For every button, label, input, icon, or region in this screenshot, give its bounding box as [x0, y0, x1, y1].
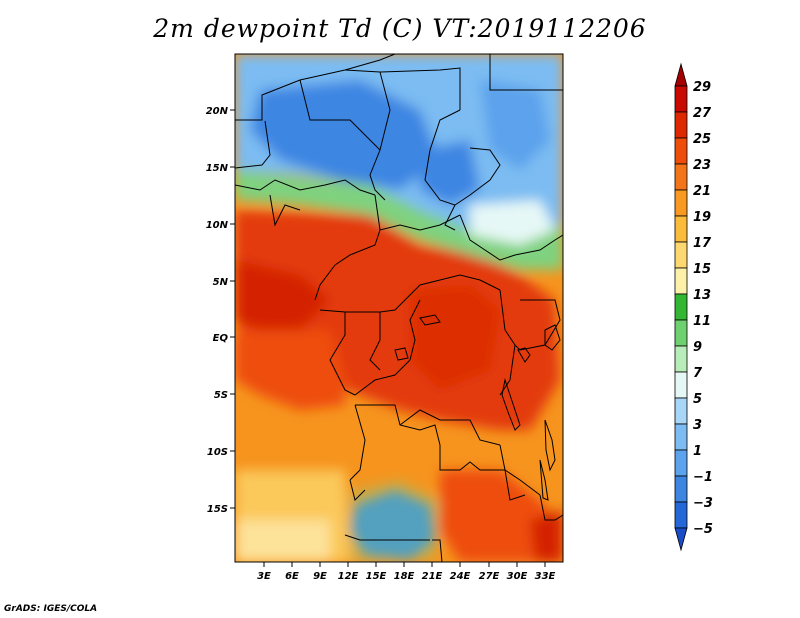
colorbar-swatch: [674, 449, 688, 477]
colorbar-label: 11: [693, 314, 711, 329]
colorbar-swatch: [674, 475, 688, 503]
colorbar-swatch: [674, 215, 688, 243]
lat-label: EQ: [213, 333, 229, 344]
colorbar: 29 27 25 23 21 19 17 15 13 11 9 7 5 3 1 −1 −3 −5: [674, 62, 713, 552]
map-frame: [234, 53, 564, 563]
lat-label: 20N: [206, 106, 229, 117]
colorbar-label: −5: [693, 522, 713, 537]
colorbar-label: 13: [693, 288, 711, 303]
colorbar-label: 7: [693, 366, 703, 381]
lon-label: 27E: [479, 571, 500, 582]
lon-label: 6E: [285, 571, 299, 582]
lat-label: 15S: [207, 504, 228, 515]
colorbar-swatch: [674, 111, 688, 139]
lon-label: 33E: [535, 571, 556, 582]
lat-label: 5S: [214, 390, 228, 401]
map-title: 2m dewpoint Td (C) VT:2019112206: [153, 14, 647, 43]
colorbar-swatch: [674, 293, 688, 321]
footer-credit: GrADS: IGES/COLA: [4, 604, 98, 614]
colorbar-swatch: [674, 423, 688, 451]
country-borders: [235, 54, 563, 562]
colorbar-swatch: [674, 319, 688, 347]
lon-label: 3E: [257, 571, 271, 582]
lon-label: 15E: [366, 571, 387, 582]
dewpoint-field: [235, 54, 563, 562]
colorbar-label: 17: [693, 236, 712, 251]
colorbar-swatch: [674, 137, 688, 165]
colorbar-swatch: [674, 85, 688, 113]
lat-label: 5N: [213, 277, 229, 288]
lon-label: 21E: [422, 571, 443, 582]
colorbar-label: −1: [693, 470, 713, 485]
colorbar-label: 15: [693, 262, 711, 277]
lat-label: 10S: [207, 447, 228, 458]
colorbar-label: 25: [693, 132, 711, 147]
colorbar-label: 3: [693, 418, 702, 433]
colorbar-label: 23: [693, 158, 711, 173]
longitude-axis: 3E 6E 9E 12E 15E 18E 21E 24E 27E 30E 33E: [257, 562, 556, 582]
lon-label: 12E: [338, 571, 359, 582]
lat-label: 15N: [206, 163, 229, 174]
colorbar-label: 29: [693, 80, 711, 95]
colorbar-swatch: [674, 501, 688, 529]
colorbar-label: 1: [693, 444, 702, 459]
colorbar-swatch: [674, 397, 688, 425]
colorbar-arrow-bottom: [674, 527, 688, 552]
lon-label: 30E: [507, 571, 528, 582]
colorbar-arrow-top: [674, 62, 688, 87]
colorbar-swatch: [674, 241, 688, 269]
colorbar-swatch: [674, 189, 688, 217]
colorbar-swatch: [674, 163, 688, 191]
colorbar-label: 27: [693, 106, 712, 121]
colorbar-label: 19: [693, 210, 711, 225]
colorbar-label: 21: [693, 184, 711, 199]
colorbar-label: 9: [693, 340, 702, 355]
colorbar-label: −3: [693, 496, 713, 511]
lon-label: 9E: [313, 571, 327, 582]
colorbar-swatch: [674, 267, 688, 295]
latitude-axis: 20N 15N 10N 5N EQ 5S 10S 15S: [206, 106, 235, 515]
lon-label: 18E: [394, 571, 415, 582]
colorbar-label: 5: [693, 392, 702, 407]
colorbar-swatch: [674, 345, 688, 373]
lon-label: 24E: [450, 571, 471, 582]
colorbar-swatch: [674, 371, 688, 399]
lat-label: 10N: [206, 220, 229, 231]
